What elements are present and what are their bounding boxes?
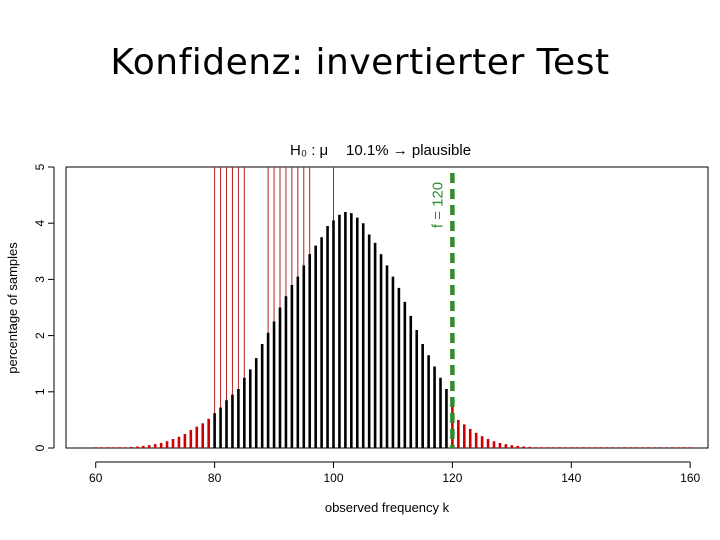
slide-title: Konfidenz: invertierter Test bbox=[110, 42, 610, 83]
f-marker-label: f = 120 bbox=[429, 182, 446, 228]
x-axis-label: observed frequency k bbox=[325, 500, 450, 515]
y-axis-label: percentage of samples bbox=[5, 242, 20, 374]
bars bbox=[94, 211, 692, 448]
y-tick-label: 4 bbox=[33, 220, 47, 227]
x-tick-label: 120 bbox=[442, 471, 462, 485]
y-tick-label: 5 bbox=[33, 163, 47, 170]
x-tick-label: 80 bbox=[208, 471, 222, 485]
y-tick-label: 2 bbox=[33, 332, 47, 339]
x-tick-label: 100 bbox=[323, 471, 343, 485]
x-tick-label: 60 bbox=[89, 471, 103, 485]
y-tick-label: 0 bbox=[33, 444, 47, 451]
x-tick-label: 140 bbox=[561, 471, 581, 485]
result-label: 10.1% → plausible bbox=[346, 142, 471, 159]
x-tick-label: 160 bbox=[680, 471, 700, 485]
y-tick-label: 1 bbox=[33, 388, 47, 395]
axes: 60 80 100 120 140 160 0 1 2 3 4 5 bbox=[33, 163, 700, 485]
f-marker-group: f = 120 bbox=[429, 173, 455, 448]
hypothesis-label: H₀ : μ bbox=[290, 142, 328, 159]
y-tick-label: 3 bbox=[33, 276, 47, 283]
